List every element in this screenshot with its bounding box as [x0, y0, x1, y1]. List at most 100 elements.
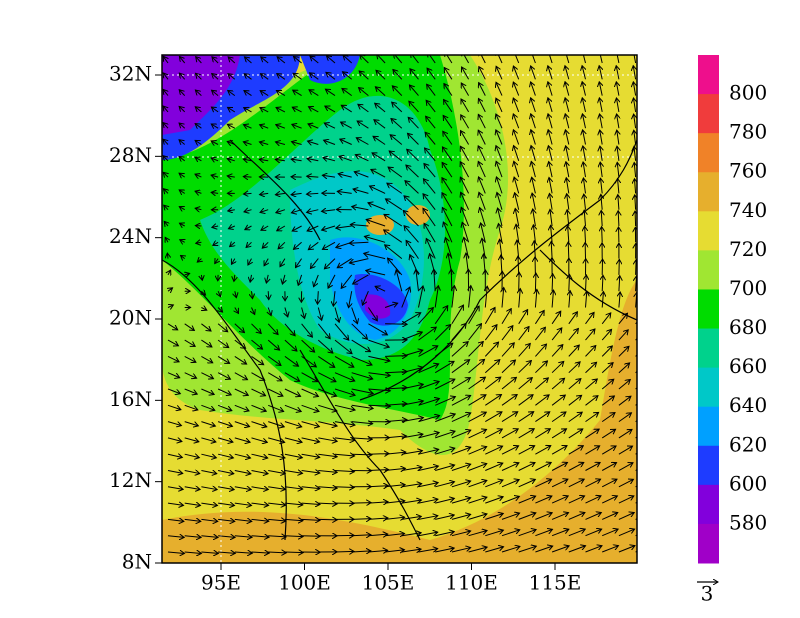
- wind-arrow: [600, 178, 602, 194]
- wind-arrow: [291, 210, 302, 213]
- wind-arrow: [218, 487, 234, 490]
- wind-arrow: [444, 68, 453, 80]
- wind-arrow: [218, 503, 234, 505]
- wind-arrow: [548, 130, 553, 145]
- colorbar-box: [698, 289, 719, 330]
- wind-arrow: [275, 193, 285, 194]
- lon-label: 105E: [362, 571, 415, 595]
- wind-arrow: [228, 107, 236, 112]
- wind-arrow: [234, 503, 252, 505]
- wind-arrow: [201, 275, 202, 280]
- wind-arrow: [284, 519, 303, 520]
- wind-arrow: [501, 377, 516, 390]
- wind-arrow: [167, 536, 184, 538]
- wind-arrow: [485, 547, 503, 553]
- wind-arrow: [351, 405, 373, 408]
- wind-arrow: [401, 467, 422, 471]
- wind-arrow: [618, 195, 619, 210]
- wind-arrow: [385, 372, 407, 373]
- wind-arrow: [601, 446, 616, 455]
- wind-arrow: [277, 225, 286, 231]
- wind-arrow: [565, 55, 570, 64]
- wind-arrow: [196, 73, 202, 80]
- wind-arrow: [534, 310, 544, 325]
- wind-arrow: [601, 210, 602, 227]
- wind-arrow: [167, 421, 181, 426]
- colorbar-box: [698, 211, 719, 251]
- colorbar-box: [698, 172, 719, 212]
- wind-arrow: [616, 98, 618, 112]
- wind-arrow: [164, 205, 168, 210]
- wind-arrow: [602, 227, 603, 243]
- wind-arrow: [501, 326, 513, 341]
- wind-arrow: [310, 56, 319, 64]
- wind-arrow: [252, 291, 253, 298]
- wind-arrow: [195, 208, 202, 209]
- wind-arrow: [585, 226, 586, 243]
- wind-arrow: [496, 130, 503, 145]
- wind-arrow: [618, 313, 628, 325]
- wind-arrow: [435, 498, 454, 504]
- wind-arrow: [235, 291, 237, 298]
- wind-arrow: [217, 323, 228, 332]
- wind-arrow: [260, 91, 269, 97]
- wind-arrow: [469, 286, 471, 308]
- wind-arrow: [435, 431, 455, 439]
- wind-arrow: [451, 413, 471, 423]
- lat-label: 12N: [109, 468, 152, 492]
- wind-arrow: [217, 437, 233, 442]
- wind-arrow: [368, 355, 390, 361]
- wind-arrow: [468, 531, 487, 537]
- wind-arrow: [163, 123, 168, 129]
- wind-arrow: [234, 421, 250, 427]
- wind-arrow: [267, 388, 283, 396]
- wind-arrow: [423, 208, 436, 227]
- wind-arrow: [602, 292, 603, 308]
- wind-arrow: [566, 162, 569, 178]
- wind-arrow: [535, 273, 536, 292]
- wind-arrow: [585, 496, 601, 504]
- wind-arrow: [531, 146, 536, 161]
- wind-arrow: [228, 90, 236, 97]
- wind-arrow: [318, 404, 337, 411]
- wind-arrow: [468, 306, 480, 325]
- wind-arrow: [276, 210, 286, 213]
- wind-arrow: [514, 161, 520, 178]
- wind-arrow: [427, 55, 436, 64]
- wind-arrow: [292, 107, 302, 113]
- wind-arrow: [268, 421, 284, 427]
- wind-arrow: [568, 312, 578, 325]
- wind-arrow: [468, 429, 487, 439]
- wind-arrow: [535, 496, 552, 504]
- wind-arrow: [584, 210, 585, 227]
- wind-arrow: [318, 454, 337, 457]
- wind-arrow: [568, 362, 580, 374]
- wind-arrow: [334, 487, 354, 488]
- wind-arrow: [434, 325, 451, 341]
- wind-arrow: [359, 71, 369, 80]
- wind-arrow: [212, 90, 219, 96]
- wind-arrow: [351, 519, 371, 520]
- wind-arrow: [551, 446, 567, 455]
- wind-arrow: [185, 273, 190, 275]
- wind-arrow: [234, 437, 250, 442]
- wind-arrow: [372, 153, 386, 162]
- wind-arrow: [385, 245, 403, 259]
- wind-arrow: [434, 306, 448, 325]
- wind-arrow: [317, 339, 333, 353]
- wind-arrow: [301, 519, 320, 520]
- wind-arrow: [534, 241, 535, 259]
- wind-arrow: [565, 130, 568, 145]
- wind-arrow: [552, 290, 553, 308]
- wind-arrow: [184, 339, 195, 346]
- wind-arrow: [451, 498, 471, 504]
- wind-arrow: [284, 404, 301, 411]
- wind-arrow: [343, 55, 353, 64]
- wind-arrow: [201, 323, 211, 331]
- height-field: [162, 55, 637, 563]
- wind-arrow: [501, 343, 514, 357]
- wind-arrow: [585, 346, 596, 357]
- wind-arrow: [334, 355, 354, 367]
- wind-arrow: [551, 241, 552, 259]
- wind-arrow: [251, 487, 269, 490]
